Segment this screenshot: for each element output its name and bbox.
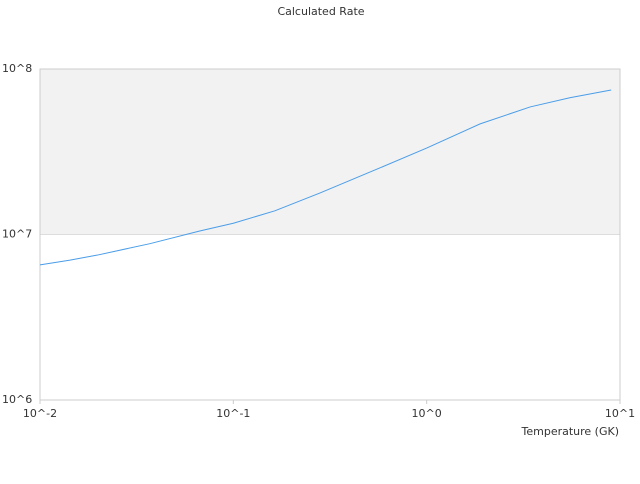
x-axis-label: Temperature (GK)	[521, 425, 620, 438]
x-tick-label: 10^-2	[23, 407, 57, 420]
plot-frame	[39, 68, 621, 401]
chart-title: Calculated Rate	[277, 5, 364, 18]
x-tick-label: 10^0	[412, 407, 442, 420]
y-tick-label: 10^6	[2, 393, 32, 406]
data-line	[39, 89, 612, 266]
x-tick-label: 10^-1	[216, 407, 250, 420]
y-tick-label: 10^7	[2, 228, 32, 241]
y-tick-label: 10^8	[2, 62, 32, 75]
x-tick-label: 10^1	[605, 407, 635, 420]
plot-band	[40, 69, 620, 235]
